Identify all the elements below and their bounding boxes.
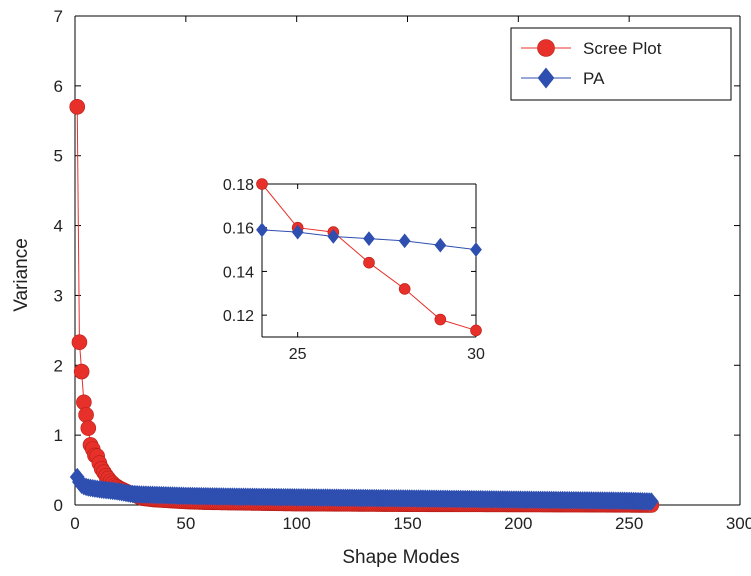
inset-pa-point xyxy=(398,233,411,249)
y-tick-label: 2 xyxy=(54,356,63,375)
inset-pa-point xyxy=(434,237,447,253)
y-tick-label: 3 xyxy=(54,286,63,305)
inset-scree-plot-point xyxy=(434,313,447,326)
x-tick-label: 100 xyxy=(282,514,310,533)
y-tick-label: 6 xyxy=(54,77,63,96)
inset-pa-point xyxy=(363,231,375,246)
scree-plot-point xyxy=(71,334,88,351)
scree-plot-point xyxy=(73,363,90,380)
inset-y-tick-label: 0.16 xyxy=(223,221,254,238)
inset-x-tick-label: 30 xyxy=(467,346,485,363)
y-tick-label: 7 xyxy=(54,7,63,26)
y-tick-label: 0 xyxy=(54,496,63,515)
legend-scree-plot-marker xyxy=(537,39,555,57)
x-tick-label: 300 xyxy=(726,514,751,533)
legend-pa-label: PA xyxy=(583,69,605,88)
inset-y-tick-label: 0.14 xyxy=(223,264,254,281)
y-tick-label: 1 xyxy=(54,426,63,445)
inset-scree-plot-point xyxy=(256,178,268,190)
y-tick-label: 5 xyxy=(54,147,63,166)
inset-pa-point xyxy=(291,224,304,240)
main-plot-area: 0 50 100 150 200 250 300 0 1 2 3 4 5 6 7 xyxy=(54,7,751,533)
inset-scree-plot-point xyxy=(363,256,375,269)
legend-pa-marker xyxy=(537,67,555,89)
y-tick-label: 4 xyxy=(54,217,63,236)
scree-plot-point xyxy=(78,407,94,423)
inset-plot-area: 25 30 0.12 0.14 0.16 0.18 xyxy=(223,177,485,363)
inset-x-tick-label: 25 xyxy=(289,346,307,363)
x-tick-label: 150 xyxy=(393,514,421,533)
x-axis-title: Shape Modes xyxy=(342,547,459,568)
scree-plot-point xyxy=(69,99,86,115)
y-axis-title: Variance xyxy=(11,238,32,312)
inset-y-tick-label: 0.18 xyxy=(223,177,254,194)
scree-plot-point xyxy=(80,420,97,436)
pa-point xyxy=(643,492,659,511)
inset-pa-point xyxy=(327,229,340,244)
x-tick-label: 50 xyxy=(176,514,195,533)
x-tick-label: 200 xyxy=(504,514,532,533)
inset-scree-plot-point xyxy=(398,283,411,295)
x-tick-label: 250 xyxy=(615,514,643,533)
inset-pa-point xyxy=(470,242,482,257)
inset-y-tick-label: 0.12 xyxy=(223,308,254,325)
legend: Scree Plot PA xyxy=(510,27,732,101)
inset-scree-plot-point xyxy=(470,324,482,337)
legend-scree-plot-label: Scree Plot xyxy=(583,39,662,58)
inset-pa-point xyxy=(256,222,268,238)
x-tick-label: 0 xyxy=(70,514,79,533)
